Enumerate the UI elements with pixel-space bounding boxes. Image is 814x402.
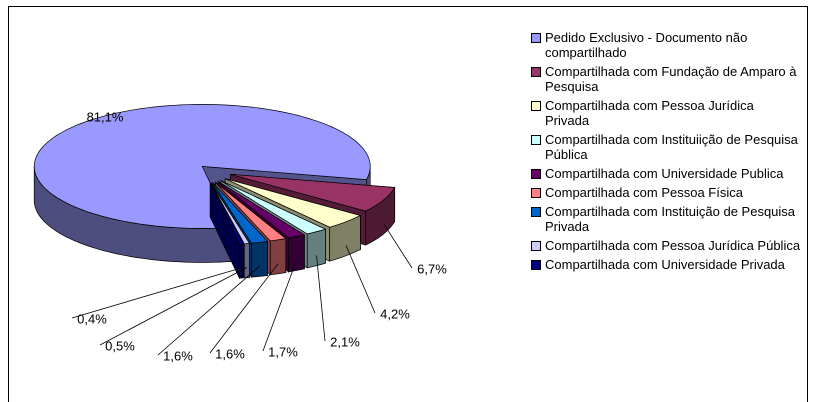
data-label: 81,1%: [87, 109, 124, 124]
slice: [209, 182, 245, 245]
slice: [209, 182, 245, 279]
data-label: 2,1%: [330, 334, 360, 349]
slice: [225, 178, 362, 228]
legend: Pedido Exclusivo - Documento não compart…: [531, 30, 801, 276]
slice-side: [239, 243, 244, 279]
slice-side: [269, 238, 287, 276]
legend-item: Compartilhada com Universidade Publica: [531, 166, 801, 181]
legend-label: Compartilhada com Pessoa Jurídica Privad…: [545, 98, 754, 128]
legend-item: Compartilhada com Pessoa Física: [531, 185, 801, 200]
slice: [210, 182, 251, 245]
legend-swatch: [531, 241, 541, 251]
legend-label: Compartilhada com Pessoa Física: [545, 185, 743, 200]
data-label: 0,4%: [77, 311, 107, 326]
data-label: 1,6%: [215, 346, 245, 361]
legend-swatch: [531, 207, 541, 217]
slice: [217, 181, 306, 239]
slice: [33, 104, 371, 229]
leader-line: [209, 263, 279, 354]
leader-line: [262, 260, 297, 352]
slice-side: [243, 243, 250, 279]
legend-item: Compartilhada com Instituição de Pesquis…: [531, 204, 801, 234]
legend-label: Compartilhada com Universidade Publica: [545, 166, 784, 181]
data-label: 6,7%: [417, 261, 447, 276]
legend-swatch: [531, 169, 541, 179]
legend-label: Compartilhada com Instituiição de Pesqui…: [545, 132, 798, 162]
legend-swatch: [531, 135, 541, 145]
slice: [230, 173, 396, 212]
leader-line: [345, 245, 376, 314]
leader-line: [316, 255, 326, 342]
legend-label: Compartilhada com Pessoa Jurídica Públic…: [545, 238, 801, 253]
slice: [212, 182, 269, 244]
leader-line: [99, 267, 248, 346]
legend-item: Compartilhada com Pessoa Jurídica Públic…: [531, 238, 801, 253]
legend-swatch: [531, 101, 541, 111]
slice-side: [250, 241, 268, 278]
legend-label: Compartilhada com Universidade Privada: [545, 257, 785, 272]
legend-swatch: [531, 188, 541, 198]
legend-swatch: [531, 260, 541, 270]
legend-swatch: [531, 33, 541, 43]
legend-label: Compartilhada com Instituição de Pesquis…: [545, 204, 796, 234]
legend-label: Compartilhada com Fundação de Amparo à P…: [545, 64, 797, 94]
legend-item: Compartilhada com Fundação de Amparo à P…: [531, 64, 801, 94]
leader-line: [383, 223, 413, 269]
legend-item: Compartilhada com Universidade Privada: [531, 257, 801, 272]
slice-side: [288, 234, 305, 273]
legend-swatch: [531, 67, 541, 77]
data-label: 1,7%: [268, 344, 298, 359]
slice: [220, 180, 327, 235]
legend-item: Compartilhada com Pessoa Jurídica Privad…: [531, 98, 801, 128]
data-label: 0,5%: [105, 338, 135, 353]
leader-line: [71, 267, 242, 319]
slice: [215, 182, 287, 242]
data-label: 4,2%: [380, 306, 410, 321]
data-label: 1,6%: [163, 348, 193, 363]
legend-item: Pedido Exclusivo - Documento não compart…: [531, 30, 801, 60]
legend-label: Pedido Exclusivo - Documento não compart…: [545, 30, 748, 60]
legend-item: Compartilhada com Instituiição de Pesqui…: [531, 132, 801, 162]
leader-line: [157, 265, 260, 356]
slice-side: [306, 228, 326, 269]
